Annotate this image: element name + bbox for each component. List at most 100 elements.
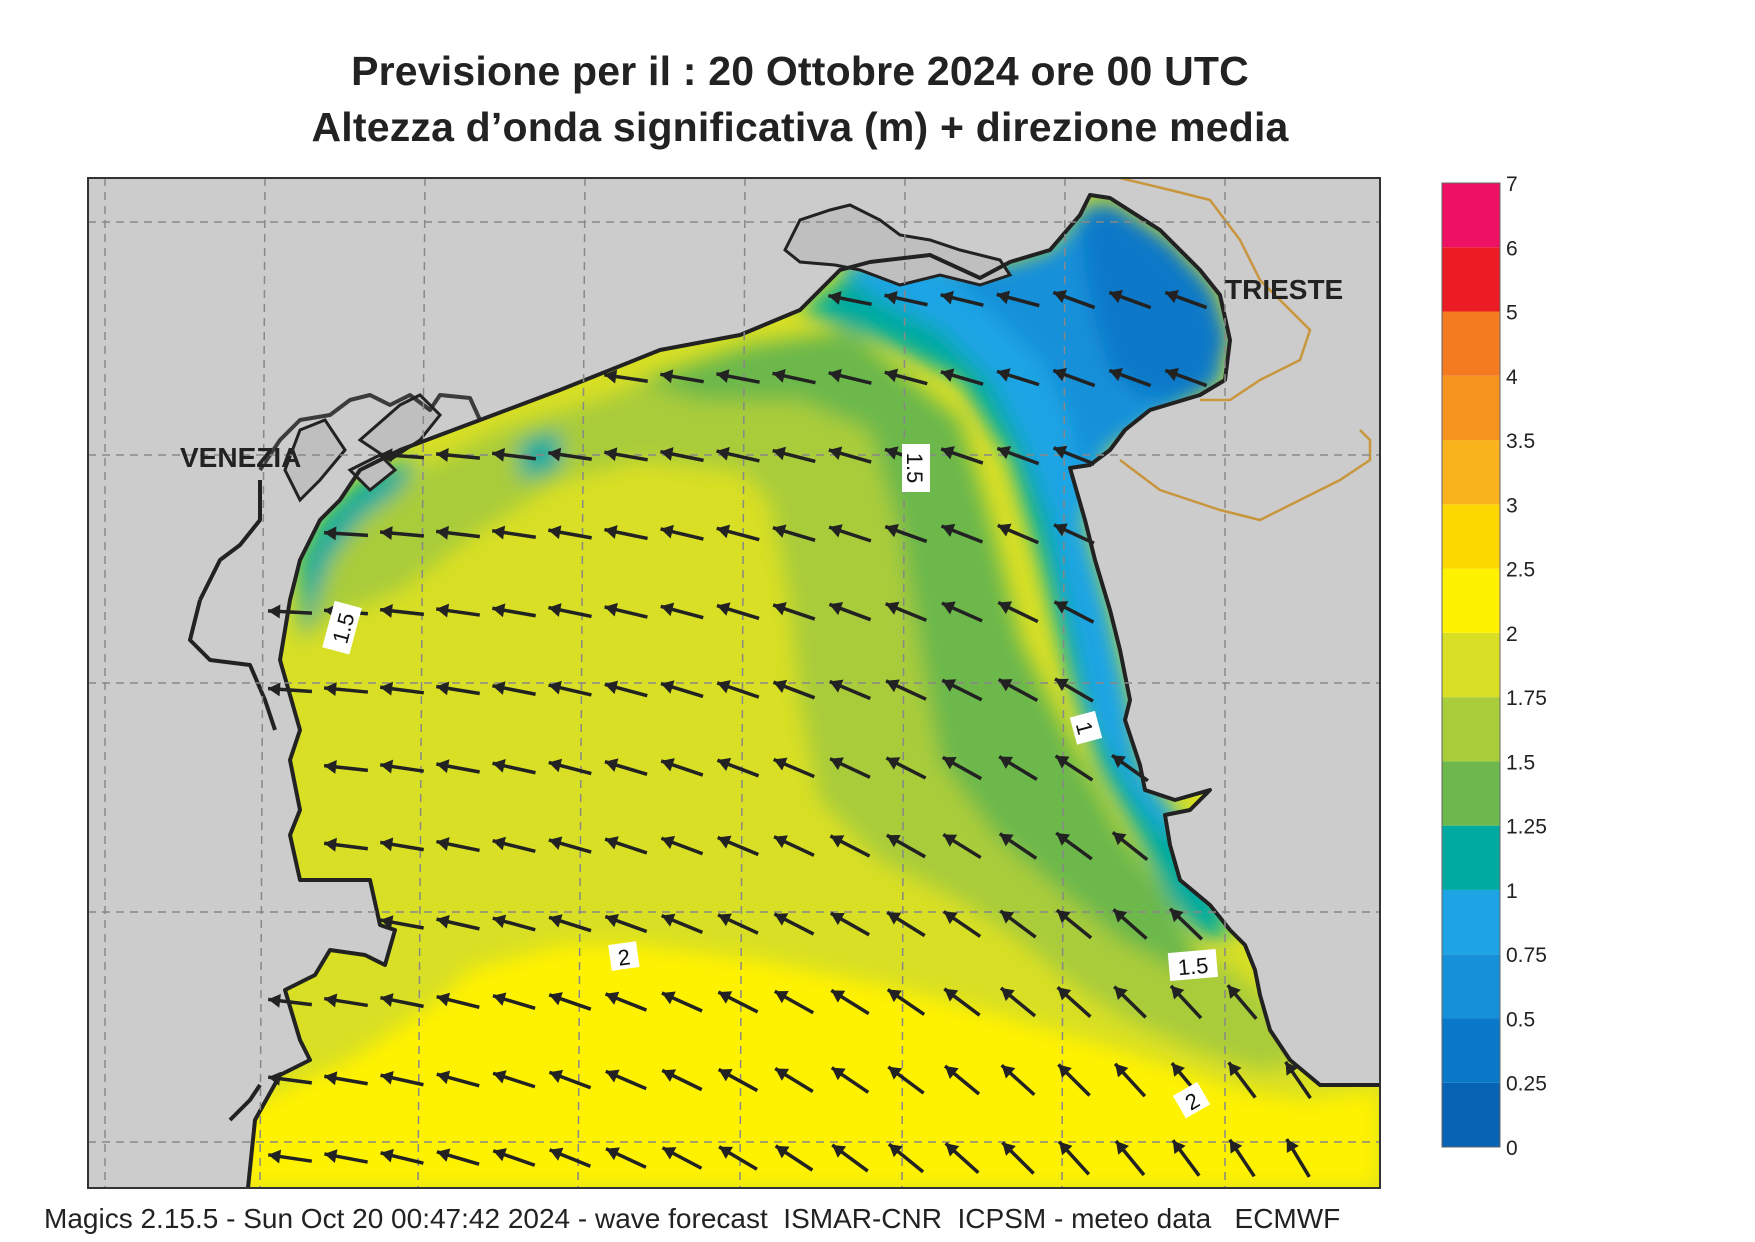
colorbar-swatch (1442, 954, 1500, 1019)
direction-arrowhead (1172, 1140, 1186, 1155)
direction-arrowhead (660, 524, 674, 539)
direction-arrowhead (1002, 1142, 1016, 1156)
border-line (1119, 178, 1372, 522)
colorbar-label: 1.75 (1506, 687, 1547, 710)
contour-label-3: 1 (1069, 710, 1103, 745)
colorbar-swatch (1442, 761, 1500, 826)
direction-arrowhead (604, 447, 618, 462)
direction-arrowhead (492, 914, 507, 929)
direction-arrowhead (1053, 445, 1068, 459)
direction-arrowhead (940, 290, 954, 305)
direction-arrowhead (887, 912, 902, 925)
direction-arrowhead (380, 915, 394, 930)
direction-arrowhead (773, 602, 787, 616)
colorbar-swatch (1442, 504, 1500, 569)
direction-arrowhead (436, 837, 450, 851)
direction-arrowhead (268, 682, 281, 697)
direction-arrowhead (1228, 1062, 1242, 1077)
coastline (188, 193, 1380, 1188)
direction-arrowhead (1000, 910, 1015, 924)
direction-arrowhead (999, 756, 1014, 769)
direction-arrowhead (941, 446, 955, 460)
direction-arrowhead (492, 992, 507, 1006)
direction-arrowhead (548, 525, 562, 540)
direction-arrowhead (662, 1069, 677, 1082)
direction-arrowhead (380, 603, 393, 618)
direction-arrowhead (380, 837, 394, 852)
direction-arrowhead (661, 758, 675, 772)
direction-arrowhead (884, 291, 898, 305)
colorbar-label: 0 (1506, 1137, 1518, 1160)
direction-arrowhead (772, 369, 786, 383)
direction-arrowhead (324, 993, 338, 1008)
direction-arrowhead (324, 1149, 338, 1164)
direction-arrowhead (774, 913, 789, 926)
colorbar: 0 0.25 0.5 0.75 1 1.25 1.5 1.75 2 2.5 3 3.5 4 5 6 7 (1441, 173, 1547, 1160)
direction-arrowhead (829, 524, 843, 538)
direction-arrowhead (887, 989, 902, 1003)
direction-arrowhead (828, 291, 842, 305)
direction-arrowhead (1057, 987, 1072, 1001)
direction-arrowhead (829, 679, 844, 693)
footer-credits: Magics 2.15.5 - Sun Oct 20 00:47:42 2024… (44, 1203, 1341, 1234)
colorbar-swatch (1442, 375, 1500, 441)
direction-arrowhead (660, 680, 675, 694)
direction-arrowhead (885, 679, 900, 693)
direction-arrowhead (1170, 908, 1184, 923)
direction-arrowhead (604, 680, 619, 695)
colorbar-label: 1 (1506, 880, 1518, 903)
city-venezia: VENEZIA (180, 442, 301, 473)
direction-arrowhead (605, 991, 620, 1005)
direction-arrowhead (605, 1069, 620, 1083)
direction-arrowhead (661, 991, 676, 1005)
direction-arrowhead (997, 523, 1012, 537)
colorbar-swatch (1442, 568, 1500, 633)
direction-arrowhead (886, 757, 901, 770)
direction-arrowhead (436, 448, 449, 462)
direction-arrowhead (605, 914, 619, 928)
direction-arrowhead (716, 446, 730, 461)
direction-arrowhead (774, 991, 789, 1004)
direction-arrowhead (772, 524, 787, 538)
direction-arrowhead (660, 602, 675, 617)
colorbar-label: 3.5 (1506, 430, 1535, 453)
direction-arrowhead (830, 912, 845, 926)
direction-arrowhead (1109, 289, 1124, 304)
direction-arrowhead (604, 758, 619, 772)
colorbar-swatch (1442, 1082, 1500, 1147)
direction-arrowhead (941, 523, 956, 537)
direction-arrowhead (380, 448, 393, 463)
direction-arrowhead (492, 836, 506, 851)
colorbar-swatch (1442, 440, 1500, 505)
colorbar-swatch (1442, 632, 1500, 698)
direction-arrowhead (998, 601, 1013, 614)
direction-arrowhead (268, 1149, 282, 1164)
colorbar-label: 7 (1506, 173, 1518, 196)
direction-arrowhead (549, 914, 563, 928)
direction-arrowhead (324, 682, 337, 697)
direction-arrowhead (717, 757, 732, 771)
direction-arrowhead (493, 1070, 507, 1084)
direction-arrowhead (1056, 910, 1071, 924)
direction-arrowhead (716, 369, 730, 383)
direction-arrowhead (885, 601, 900, 615)
direction-arrowhead (268, 1071, 282, 1086)
direction-arrowhead (997, 445, 1012, 460)
contour-label-text: 1.5 (1177, 953, 1210, 981)
direction-arrowhead (1000, 988, 1015, 1002)
direction-arrowhead (832, 1144, 847, 1158)
direction-arrowhead (717, 680, 731, 694)
direction-arrowhead (996, 290, 1011, 305)
direction-arrowhead (324, 526, 337, 541)
direction-arrowhead (606, 1147, 620, 1161)
direction-arrowhead (773, 679, 788, 693)
direction-arrowhead (548, 758, 563, 773)
direction-arrowhead (1055, 755, 1070, 769)
direction-arrowhead (772, 446, 787, 461)
direction-arrowhead (945, 1066, 959, 1080)
direction-arrowhead (888, 1144, 903, 1158)
direction-arrowhead (1055, 678, 1069, 691)
contour-label-2: 1.5 (902, 444, 930, 492)
direction-arrowhead (998, 679, 1013, 692)
